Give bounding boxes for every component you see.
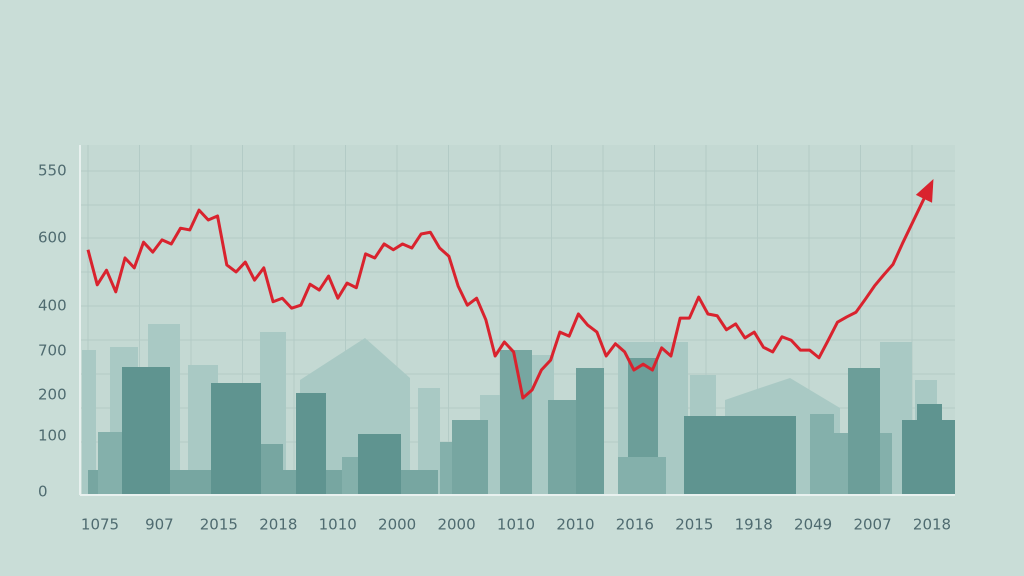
labels: 550 600 400 700 200 100 0 1075 907 2015 2018 1010 20… (38, 162, 951, 534)
x-tick-label: 2000 (378, 516, 416, 534)
x-tick-label: 1010 (319, 516, 357, 534)
arrow-head (915, 178, 934, 203)
x-tick-label: 1010 (497, 516, 535, 534)
x-tick-label: 2016 (616, 516, 654, 534)
x-tick-label: 2049 (794, 516, 832, 534)
y-tick-label: 400 (38, 297, 67, 315)
x-tick-label: 2010 (556, 516, 594, 534)
x-tick-label: 2000 (437, 516, 475, 534)
series (86, 178, 934, 400)
x-tick-label: 1075 (81, 516, 119, 534)
y-tick-label: 600 (38, 229, 67, 247)
y-tick-label: 0 (38, 483, 48, 501)
x-tick-label: 907 (145, 516, 174, 534)
y-tick-label: 550 (38, 162, 67, 180)
x-tick-label: 2018 (259, 516, 297, 534)
y-tick-label: 100 (38, 427, 67, 445)
y-tick-label: 700 (38, 342, 67, 360)
y-tick-label: 200 (38, 386, 67, 404)
x-tick-label: 2015 (200, 516, 238, 534)
x-tick-label: 2015 (675, 516, 713, 534)
x-tick-label: 1918 (735, 516, 773, 534)
x-tick-label: 2007 (853, 516, 891, 534)
line (86, 185, 932, 400)
x-tick-label: 2018 (913, 516, 951, 534)
skyline-front (88, 350, 955, 495)
